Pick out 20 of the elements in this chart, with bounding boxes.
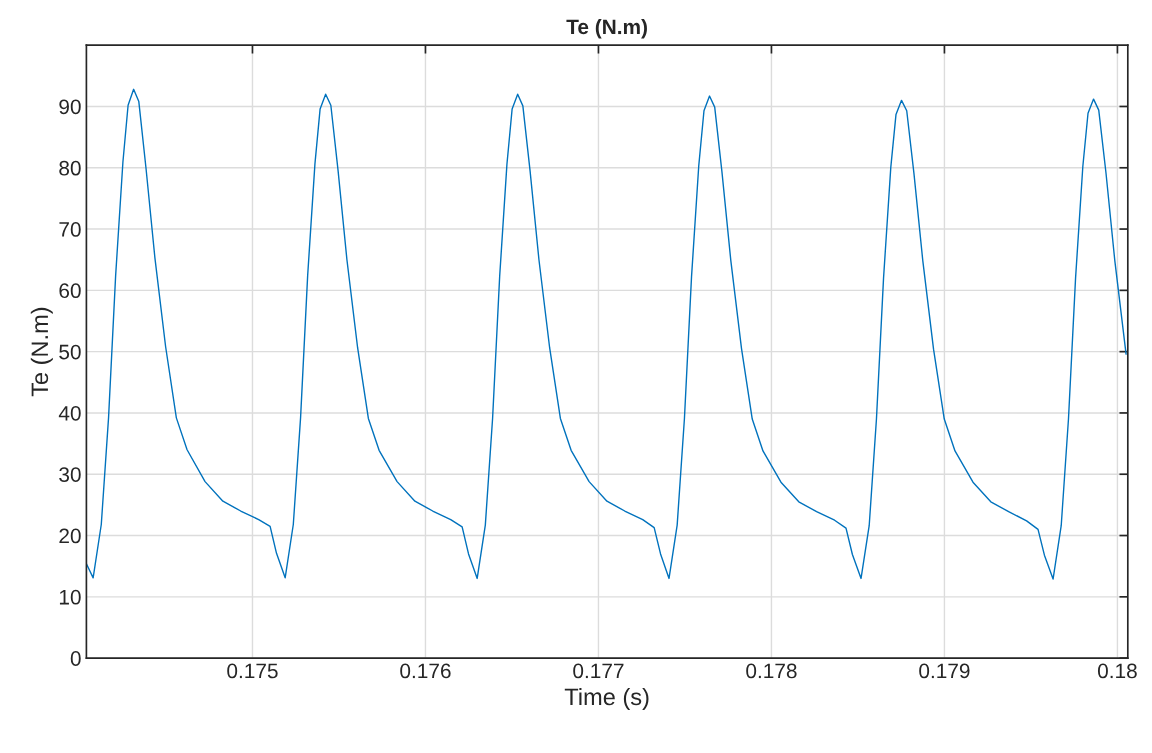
y-tick-label: 80 bbox=[59, 160, 81, 176]
y-tick-label: 40 bbox=[58, 405, 81, 421]
y-tick-label: 30 bbox=[59, 467, 81, 482]
x-tick-label: 0.176 bbox=[400, 663, 451, 679]
y-tick-label: 70 bbox=[59, 222, 81, 237]
x-tick-label: 0.18 bbox=[1097, 663, 1137, 679]
x-tick-label: 0.179 bbox=[919, 663, 970, 679]
y-tick-label: 10 bbox=[59, 589, 81, 605]
chart-title: Te (N.m) bbox=[566, 18, 647, 39]
x-tick-label: 0.175 bbox=[227, 663, 278, 679]
y-tick-label: 60 bbox=[59, 283, 81, 299]
x-tick-label: 0.177 bbox=[573, 663, 624, 679]
x-tick-label: 0.178 bbox=[746, 663, 797, 679]
y-tick-label: 0 bbox=[70, 651, 81, 666]
line-series bbox=[86, 88, 1127, 580]
y-tick-label: 20 bbox=[59, 528, 81, 544]
y-tick-label: 50 bbox=[59, 344, 81, 360]
y-axis-title: Te (N.m) bbox=[30, 307, 53, 397]
y-tick-label: 90 bbox=[59, 99, 81, 115]
x-axis-title: Time (s) bbox=[564, 687, 649, 710]
